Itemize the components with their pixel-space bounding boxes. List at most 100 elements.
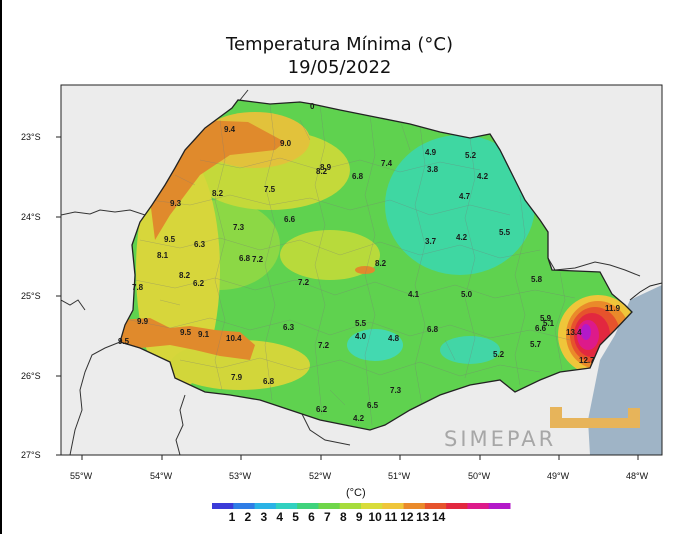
station-label: 10.4	[226, 334, 242, 343]
colorbar-label: 11	[384, 510, 398, 524]
station-label: 5.1	[543, 319, 555, 328]
station-label: 5.2	[493, 350, 505, 359]
colorbar-segment	[488, 503, 511, 509]
station-label: 7.9	[231, 373, 243, 382]
colorbar-label: 13	[416, 510, 430, 524]
x-tick-label: 51°W	[388, 471, 411, 481]
station-label: 7.3	[233, 223, 245, 232]
station-label: 11.9	[605, 304, 621, 313]
station-label: 5.5	[355, 319, 367, 328]
station-label: 7.2	[252, 255, 264, 264]
station-label: 7.2	[298, 278, 310, 287]
x-tick-label: 53°W	[229, 471, 252, 481]
station-label: 3.8	[427, 165, 439, 174]
colorbar-label: 4	[276, 510, 284, 524]
station-label: 4.8	[388, 334, 400, 343]
colorbar-segment	[297, 503, 319, 509]
station-label: 4.2	[456, 233, 468, 242]
y-tick-label: 25°S	[21, 291, 41, 301]
station-label: 7.4	[381, 159, 393, 168]
x-tick-label: 48°W	[626, 471, 649, 481]
station-label: 9.4	[224, 125, 236, 134]
station-label: 9.3	[170, 199, 182, 208]
station-label: 9.1	[198, 330, 210, 339]
station-label: 8.1	[157, 251, 169, 260]
station-label: 8.2	[179, 271, 191, 280]
station-label: 6.3	[283, 323, 295, 332]
station-label: 6.6	[284, 215, 296, 224]
station-label: 9.9	[137, 317, 149, 326]
station-label: 8.2	[316, 167, 328, 176]
station-label: 6.3	[194, 240, 206, 249]
y-tick-label: 23°S	[21, 132, 41, 142]
station-label: 5.8	[531, 275, 543, 284]
map-frame: 9.49.08.98.27.44.9 5.23.86.8 4.28.2 7.54.79…	[61, 85, 662, 455]
logo-mark	[550, 407, 640, 428]
colorbar-label: 2	[244, 510, 252, 524]
colorbar-label: 8	[339, 510, 347, 524]
x-tick-label: 52°W	[309, 471, 332, 481]
station-label: 4.7	[459, 192, 471, 201]
station-label: 6.2	[193, 279, 205, 288]
colorbar-segment	[361, 503, 383, 509]
station-label: 7.3	[390, 386, 402, 395]
colorbar-unit: (°C)	[346, 487, 366, 499]
station-label: 3.7	[425, 237, 437, 246]
colorbar-label: 12	[400, 510, 414, 524]
station-label: 6.8	[352, 172, 364, 181]
y-tick-label: 26°S	[21, 371, 41, 381]
colorbar-label: 3	[260, 510, 268, 524]
colorbar-segment	[275, 503, 298, 509]
y-tick-label: 24°S	[21, 212, 41, 222]
station-label: 7.5	[264, 185, 276, 194]
x-tick-label: 50°W	[468, 471, 491, 481]
colorbar-segment	[403, 503, 426, 509]
colorbar	[212, 503, 511, 509]
station-label: 4.0	[355, 332, 367, 341]
coastline	[629, 282, 662, 301]
simepar-logo: SIMEPAR	[444, 407, 640, 451]
station-label: 6.6	[535, 324, 547, 333]
left-border-line	[0, 0, 2, 534]
station-label: 4.2	[477, 172, 489, 181]
state-outline	[119, 99, 633, 431]
station-label: 9.5	[118, 337, 130, 346]
station-label: 8.2	[212, 189, 224, 198]
station-label: 5.2	[465, 151, 477, 160]
colorbar-label: 1	[228, 510, 236, 524]
colorbar-segment	[467, 503, 490, 509]
colorbar-segment	[233, 503, 256, 509]
colorbar-segment	[424, 503, 447, 509]
station-label: 4.2	[353, 414, 365, 423]
station-label: 7.2	[318, 341, 330, 350]
station-label: 8.9	[320, 163, 332, 172]
station-label: 6.8	[239, 254, 251, 263]
x-axis: 55°W 54°W 53°W 52°W 51°W 50°W 49°W 48°W	[70, 455, 649, 481]
station-label: 9.5	[180, 328, 192, 337]
ocean	[588, 285, 662, 455]
logo-wordmark: SIMEPAR	[444, 427, 556, 451]
x-tick-label: 49°W	[547, 471, 570, 481]
station-label: 6.2	[316, 405, 328, 414]
colorbar-label: 9	[355, 510, 363, 524]
colorbar-label: 7	[324, 510, 331, 524]
station-label: 9.0	[280, 139, 292, 148]
station-label: 4.9	[425, 148, 437, 157]
colorbar-segment	[382, 503, 405, 509]
colorbar-label: 10	[368, 510, 382, 524]
station-label: 7.8	[132, 283, 144, 292]
colorbar-segment	[254, 503, 277, 509]
y-tick-label: 27°S	[21, 450, 41, 460]
colorbar-segment	[339, 503, 362, 509]
station-label: 5.9	[540, 314, 552, 323]
map-border	[60, 84, 663, 456]
map-title: Temperatura Mínima (°C)	[226, 34, 453, 55]
station-label: 9.5	[164, 235, 176, 244]
station-label: 5.0	[461, 290, 473, 299]
colorbar-segment	[446, 503, 468, 509]
map-date: 19/05/2022	[287, 57, 392, 78]
colorbar-segment	[318, 503, 341, 509]
colorbar-label: 5	[292, 510, 299, 524]
colorbar-segment	[212, 503, 234, 509]
